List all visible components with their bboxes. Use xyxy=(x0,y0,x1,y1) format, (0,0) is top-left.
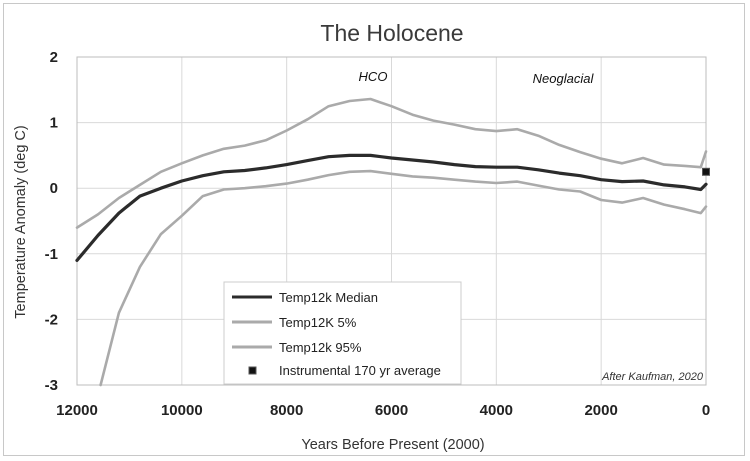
x-tick-label: 2000 xyxy=(584,402,617,419)
plot-border xyxy=(76,56,707,386)
y-tick-labels: 2 1 0 -1 -2 -3 xyxy=(45,49,58,394)
y-tick-label: -1 xyxy=(45,246,58,263)
y-tick-label: -2 xyxy=(45,311,58,328)
y-tick-label: -3 xyxy=(45,377,58,394)
plot-area-border xyxy=(76,56,707,386)
x-axis-label: Years Before Present (2000) xyxy=(301,437,484,453)
x-tick-label: 6000 xyxy=(375,402,408,419)
series-line-median xyxy=(75,153,708,262)
series-line-5pct xyxy=(75,97,708,229)
legend-label-95pct: Temp12k 95% xyxy=(279,340,362,355)
neoglacial-annotation: Neoglacial xyxy=(533,71,595,86)
x-tick-labels: 12000 10000 8000 6000 4000 2000 0 xyxy=(56,402,710,419)
x-tick-label: 0 xyxy=(702,402,710,419)
instrumental-marker xyxy=(702,167,710,176)
y-axis-label: Temperature Anomaly (deg C) xyxy=(13,125,29,318)
series-layer xyxy=(75,97,710,387)
series-line-95pct xyxy=(99,169,708,387)
legend-label-median: Temp12k Median xyxy=(279,290,378,305)
hco-annotation: HCO xyxy=(359,69,388,84)
y-tick-label: 1 xyxy=(50,115,58,132)
x-tick-label: 12000 xyxy=(56,402,98,419)
x-tick-label: 4000 xyxy=(480,402,513,419)
x-tick-label: 8000 xyxy=(270,402,303,419)
credit-annotation: After Kaufman, 2020 xyxy=(601,371,704,383)
legend-label-instrumental: Instrumental 170 yr average xyxy=(279,363,441,378)
y-tick-label: 2 xyxy=(50,49,58,66)
legend-swatch-instrumental xyxy=(248,366,257,375)
chart-title: The Holocene xyxy=(320,20,463,46)
legend-box xyxy=(223,281,462,385)
legend-label-5pct: Temp12K 5% xyxy=(279,315,357,330)
y-tick-label: 0 xyxy=(50,180,58,197)
legend: Temp12k Median Temp12K 5% Temp12k 95% In… xyxy=(223,281,462,385)
x-tick-label: 10000 xyxy=(161,402,203,419)
